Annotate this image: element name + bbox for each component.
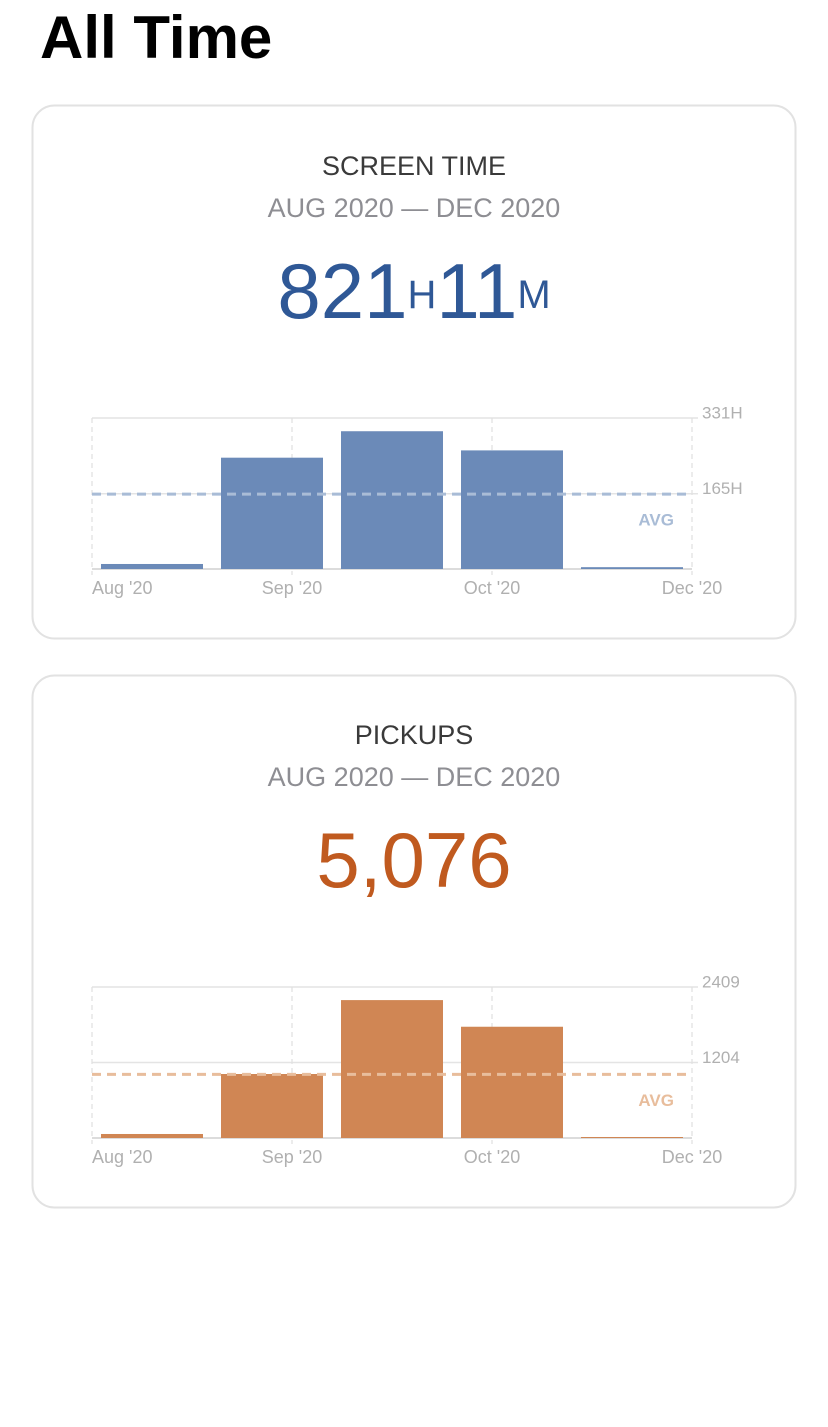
card-subtitle: AUG 2020 — DEC 2020 [268, 193, 561, 223]
card-title: SCREEN TIME [322, 151, 506, 181]
x-tick-label: Oct '20 [464, 1147, 520, 1167]
bar [581, 1136, 683, 1138]
total-part: 11 [436, 247, 517, 335]
x-tick-label: Sep '20 [262, 578, 323, 598]
total-part: M [517, 273, 550, 317]
total: 5,076 [316, 816, 511, 904]
bar [221, 457, 323, 569]
y-tick-label: 1204 [702, 1048, 740, 1067]
x-tick-label: Dec '20 [662, 1147, 722, 1167]
bar [341, 1000, 443, 1138]
y-tick-label: 2409 [702, 972, 740, 991]
avg-label: AVG [638, 511, 674, 530]
y-tick-label: 331H [702, 403, 743, 422]
x-tick-label: Aug '20 [92, 578, 153, 598]
card-subtitle: AUG 2020 — DEC 2020 [268, 762, 561, 792]
card-title: PICKUPS [355, 720, 474, 750]
total: 821H11M [277, 247, 550, 335]
bar [221, 1074, 323, 1138]
bar [461, 1026, 563, 1138]
x-tick-label: Oct '20 [464, 578, 520, 598]
total-part: 5,076 [316, 816, 511, 904]
y-tick-label: 165H [702, 479, 743, 498]
total-part: 821 [277, 247, 407, 335]
bar [341, 431, 443, 569]
x-tick-label: Sep '20 [262, 1147, 323, 1167]
total-part: H [407, 273, 436, 317]
bar [101, 1133, 203, 1138]
bar [581, 567, 683, 569]
page-title: All Time [40, 4, 272, 71]
avg-label: AVG [638, 1091, 674, 1110]
x-tick-label: Dec '20 [662, 578, 722, 598]
bar [101, 563, 203, 569]
bar [461, 450, 563, 569]
x-tick-label: Aug '20 [92, 1147, 153, 1167]
